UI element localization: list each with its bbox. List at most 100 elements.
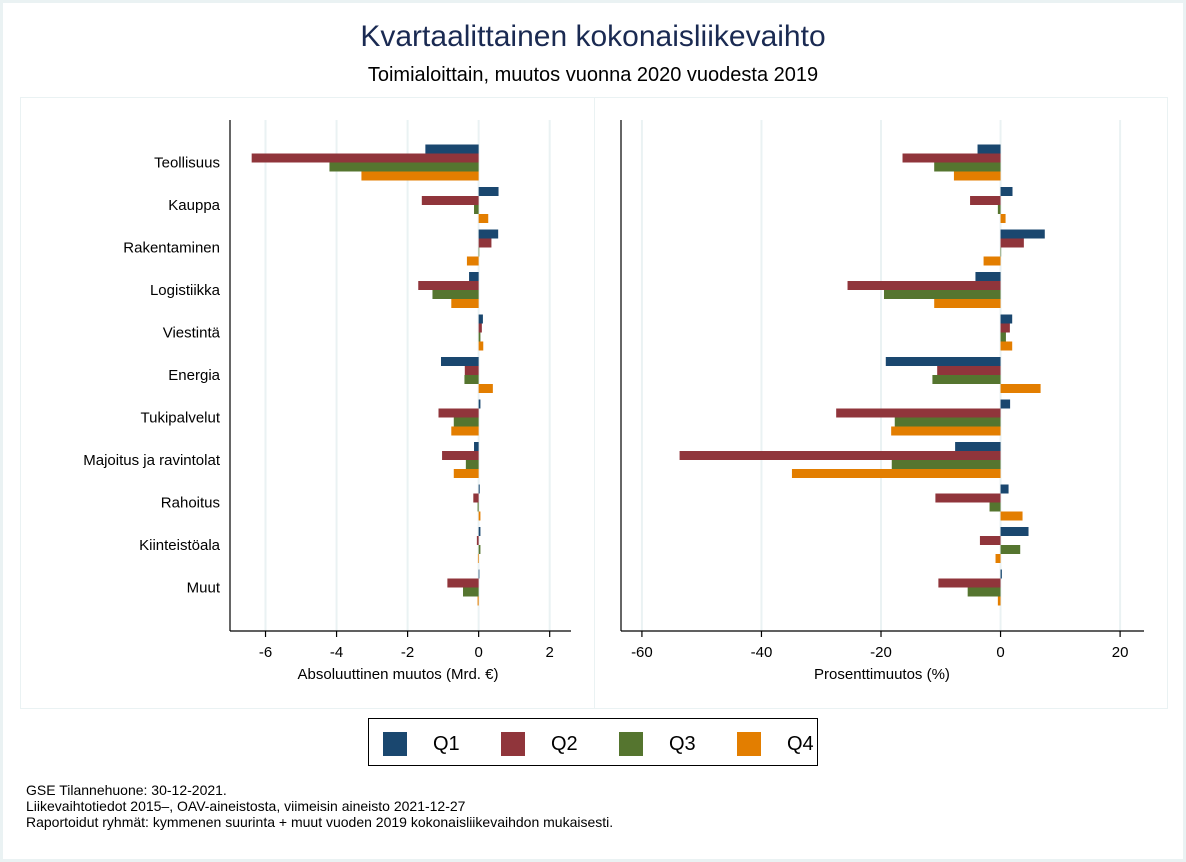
pct-bar-q3 bbox=[967, 587, 1001, 597]
chart-title: Kvartaalittainen kokonaisliikevaihto bbox=[360, 20, 826, 53]
abs-bar-q3 bbox=[463, 587, 479, 597]
pct-bar-q2 bbox=[938, 578, 1001, 588]
legend-label-q1: Q1 bbox=[433, 733, 460, 755]
pct-x-tick-label: 0 bbox=[996, 644, 1004, 661]
category-label: Teollisuus bbox=[154, 155, 220, 172]
abs-bar-q1 bbox=[478, 187, 499, 196]
abs-bar-q1 bbox=[478, 399, 481, 409]
pct-bar-q3 bbox=[883, 290, 1001, 299]
pct-bar-q4 bbox=[997, 596, 1001, 606]
abs-bar-q4 bbox=[478, 384, 493, 393]
pct-bar-q2 bbox=[902, 153, 1001, 163]
abs-bar-q1 bbox=[478, 484, 480, 494]
abs-bar-q3 bbox=[474, 205, 479, 214]
abs-bar-q1 bbox=[478, 314, 483, 324]
abs-bar-q3 bbox=[477, 502, 479, 512]
pct-x-tick-label: -20 bbox=[870, 644, 892, 661]
pct-bar-q1 bbox=[1000, 314, 1013, 324]
category-label: Majoitus ja ravintolat bbox=[83, 452, 221, 469]
pct-bar-q3 bbox=[1000, 332, 1006, 342]
abs-bar-q4 bbox=[478, 341, 484, 351]
legend-label-q2: Q2 bbox=[551, 733, 578, 755]
abs-bar-q3 bbox=[478, 545, 481, 554]
abs-bar-q2 bbox=[418, 281, 479, 290]
legend-swatch-q2 bbox=[501, 732, 525, 756]
abs-bar-q1 bbox=[425, 144, 479, 154]
abs-bar-q3 bbox=[478, 332, 481, 342]
pct-bar-q3 bbox=[989, 502, 1001, 512]
abs-bar-q2 bbox=[421, 196, 479, 205]
pct-bar-q1 bbox=[1000, 229, 1045, 239]
pct-bar-q3 bbox=[932, 375, 1001, 384]
category-label: Viestintä bbox=[163, 325, 221, 342]
abs-bar-q4 bbox=[453, 469, 479, 478]
abs-x-axis-title: Absoluuttinen muutos (Mrd. €) bbox=[298, 666, 499, 683]
pct-bar-q2 bbox=[937, 366, 1001, 375]
category-label: Kauppa bbox=[168, 197, 220, 214]
chart-subtitle: Toimialoittain, muutos vuonna 2020 vuode… bbox=[367, 64, 819, 86]
abs-x-tick-label: -4 bbox=[330, 644, 343, 661]
legend-label-q4: Q4 bbox=[787, 733, 814, 755]
pct-x-tick-label: -60 bbox=[631, 644, 653, 661]
pct-bar-q4 bbox=[953, 171, 1001, 181]
abs-bar-q1 bbox=[478, 527, 481, 536]
pct-bar-q1 bbox=[1000, 569, 1002, 579]
abs-bar-q4 bbox=[477, 554, 479, 563]
abs-bar-q3 bbox=[432, 290, 479, 299]
footer-line-source: GSE Tilannehuone: 30-12-2021. bbox=[26, 782, 227, 798]
pct-bar-q4 bbox=[1000, 214, 1006, 223]
category-label: Muut bbox=[187, 580, 221, 597]
category-label: Logistiikka bbox=[150, 282, 221, 299]
pct-bar-q2 bbox=[679, 451, 1001, 460]
category-label: Energia bbox=[168, 367, 220, 384]
pct-bar-q4 bbox=[791, 469, 1001, 478]
abs-bar-q4 bbox=[451, 299, 479, 308]
abs-bar-q2 bbox=[438, 408, 479, 418]
abs-bar-q2 bbox=[447, 578, 479, 588]
legend-swatch-q3 bbox=[619, 732, 643, 756]
pct-bar-q3 bbox=[1000, 545, 1021, 554]
abs-bar-q2 bbox=[478, 238, 492, 248]
pct-bar-q4 bbox=[934, 299, 1001, 308]
abs-bar-q4 bbox=[466, 256, 479, 266]
abs-bar-q1 bbox=[440, 357, 479, 366]
category-label: Tukipalvelut bbox=[141, 410, 221, 427]
pct-bar-q1 bbox=[1000, 527, 1029, 536]
abs-bar-q2 bbox=[476, 536, 479, 545]
abs-bar-q3 bbox=[478, 247, 480, 257]
pct-bar-q2 bbox=[970, 196, 1001, 205]
pct-bar-q4 bbox=[983, 256, 1001, 266]
pct-bar-q3 bbox=[894, 417, 1001, 427]
pct-bar-q3 bbox=[997, 205, 1001, 214]
pct-bar-q3 bbox=[1000, 247, 1002, 257]
abs-bar-q2 bbox=[251, 153, 479, 163]
legend-swatch-q1 bbox=[383, 732, 407, 756]
category-label: Rahoitus bbox=[161, 495, 220, 512]
abs-bar-q1 bbox=[478, 569, 480, 579]
pct-bar-q2 bbox=[935, 493, 1001, 503]
abs-bar-q4 bbox=[478, 511, 481, 521]
pct-bar-q4 bbox=[891, 426, 1001, 436]
panel-absolute-change bbox=[20, 97, 595, 709]
abs-bar-q3 bbox=[464, 375, 479, 384]
pct-bar-q3 bbox=[934, 162, 1001, 172]
abs-bar-q3 bbox=[453, 417, 479, 427]
abs-bar-q4 bbox=[477, 596, 479, 606]
footer-line-groups: Raportoidut ryhmät: kymmenen suurinta + … bbox=[26, 814, 614, 830]
pct-bar-q2 bbox=[1000, 323, 1010, 333]
pct-x-tick-label: 20 bbox=[1112, 644, 1129, 661]
abs-bar-q2 bbox=[464, 366, 479, 375]
pct-bar-q1 bbox=[1000, 399, 1011, 409]
pct-x-tick-label: -40 bbox=[751, 644, 773, 661]
abs-bar-q1 bbox=[474, 442, 479, 451]
pct-bar-q4 bbox=[995, 554, 1001, 563]
pct-bar-q2 bbox=[979, 536, 1001, 545]
pct-bar-q1 bbox=[977, 144, 1001, 154]
legend-label-q3: Q3 bbox=[669, 733, 696, 755]
pct-bar-q1 bbox=[955, 442, 1001, 451]
pct-bar-q1 bbox=[1000, 484, 1009, 494]
pct-bar-q2 bbox=[836, 408, 1001, 418]
pct-bar-q4 bbox=[1000, 341, 1013, 351]
category-label: Kiinteistöala bbox=[139, 537, 221, 554]
